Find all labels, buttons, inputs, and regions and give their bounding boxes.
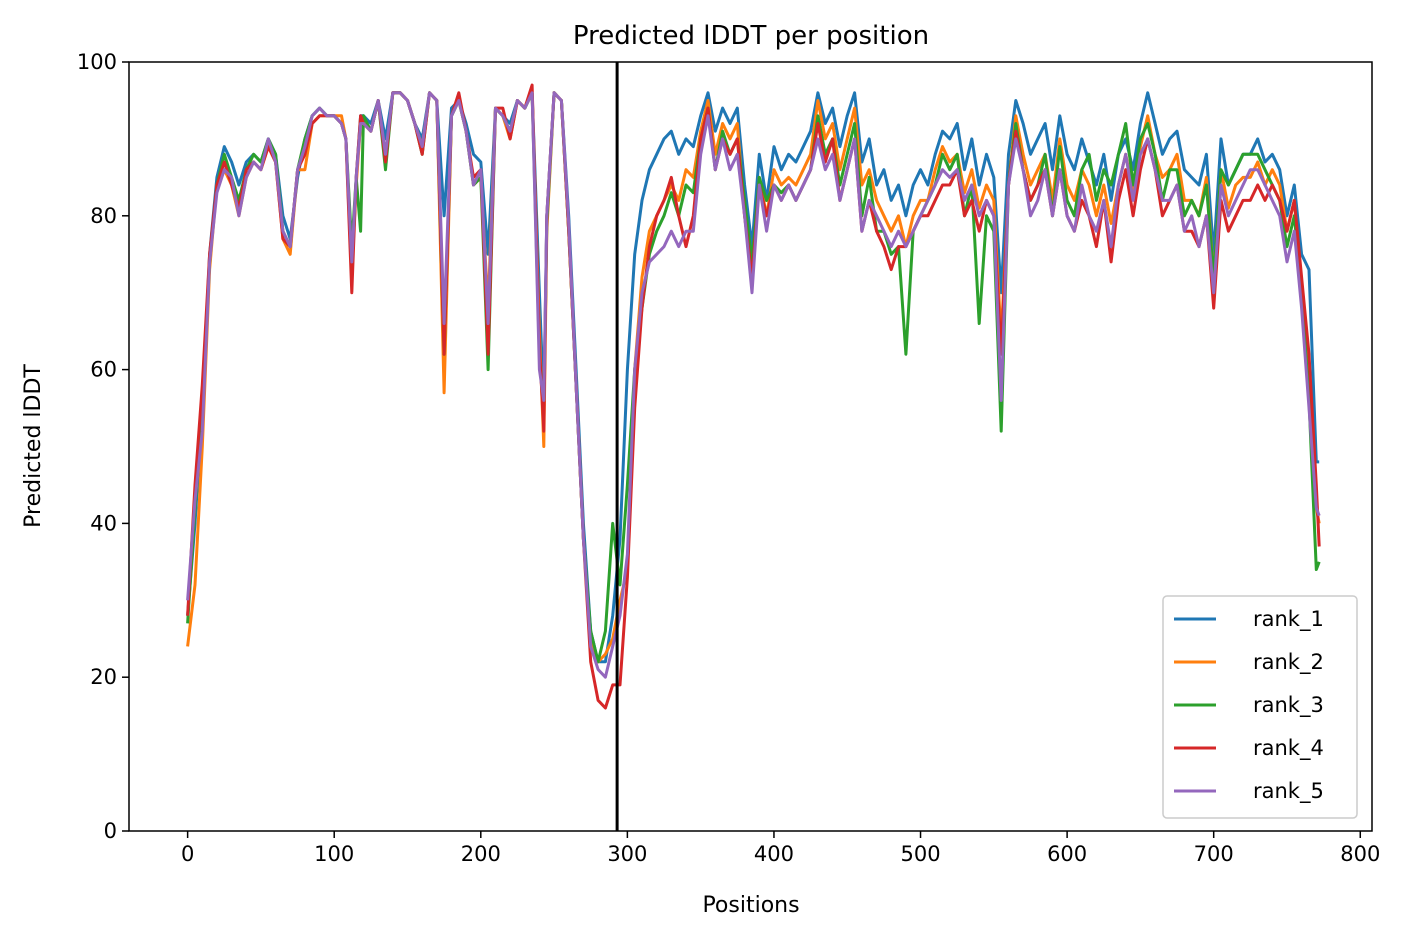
legend: rank_1 rank_2 rank_3 rank_4 rank_5 (1162, 595, 1358, 819)
x-tick-label: 100 (314, 842, 354, 866)
legend-label-rank_1: rank_1 (1253, 607, 1324, 632)
legend-box (1162, 595, 1358, 819)
legend-label-rank_2: rank_2 (1253, 650, 1324, 675)
x-tick-label: 600 (1047, 842, 1087, 866)
y-tick-label: 20 (90, 665, 117, 689)
legend-label-rank_3: rank_3 (1253, 693, 1324, 718)
chart-title: Predicted lDDT per position (573, 21, 929, 51)
plot-area (128, 61, 1373, 832)
x-tick-label: 700 (1194, 842, 1234, 866)
y-axis-label: Predicted lDDT (21, 364, 46, 528)
legend-label-rank_5: rank_5 (1253, 779, 1324, 804)
x-tick-label: 200 (461, 842, 501, 866)
plot-frame (128, 61, 1373, 832)
y-tick-label: 100 (77, 50, 117, 74)
x-tick-label: 0 (181, 842, 194, 866)
x-tick-label: 800 (1340, 842, 1380, 866)
x-tick-label: 400 (754, 842, 794, 866)
x-axis-label: Positions (702, 893, 799, 918)
y-axis-ticks: 0 20 40 60 80 100 (77, 50, 129, 843)
series-layer (186, 83, 1321, 710)
y-tick-label: 60 (90, 358, 117, 382)
y-tick-label: 40 (90, 511, 117, 535)
y-tick-label: 80 (90, 204, 117, 228)
x-tick-label: 300 (607, 842, 647, 866)
x-axis-ticks: 0 100 200 300 400 500 600 700 800 (181, 831, 1380, 866)
y-tick-label: 0 (104, 819, 117, 843)
x-tick-label: 500 (900, 842, 940, 866)
series-line-rank_5 (186, 91, 1321, 679)
legend-label-rank_4: rank_4 (1253, 736, 1324, 761)
